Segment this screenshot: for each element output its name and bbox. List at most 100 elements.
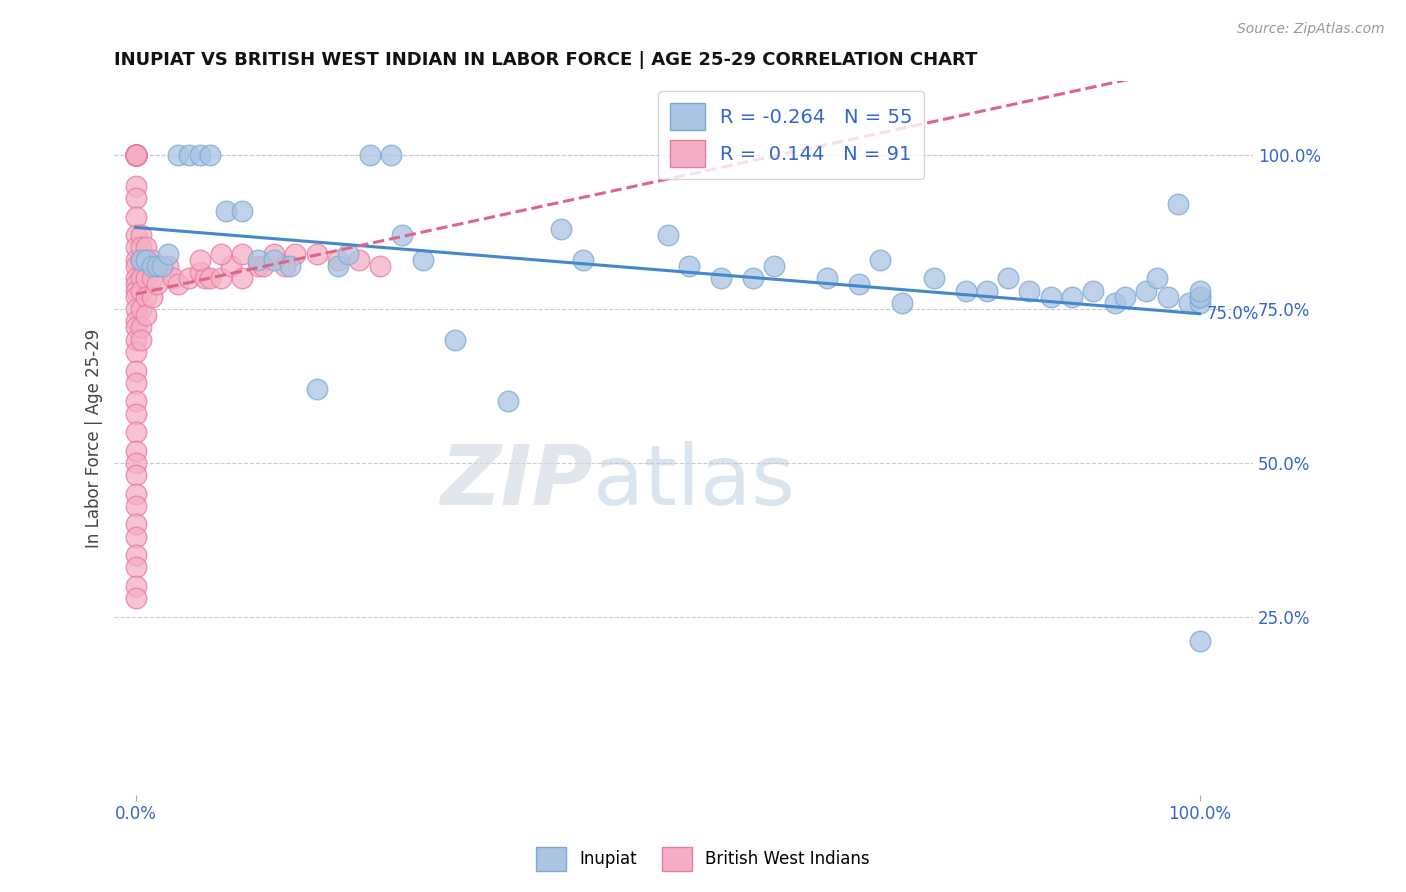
Point xyxy=(231,271,253,285)
Point xyxy=(231,203,253,218)
Point xyxy=(135,240,157,254)
Point xyxy=(125,240,148,254)
Point xyxy=(890,296,912,310)
Point xyxy=(129,284,152,298)
Point xyxy=(135,252,157,267)
Point xyxy=(125,148,148,162)
Point xyxy=(146,259,169,273)
Point xyxy=(135,271,157,285)
Point xyxy=(247,259,270,273)
Point xyxy=(273,259,295,273)
Point xyxy=(177,148,200,162)
Point xyxy=(129,228,152,243)
Point xyxy=(125,148,148,162)
Point xyxy=(848,277,870,292)
Point xyxy=(741,271,763,285)
Point xyxy=(125,148,148,162)
Point xyxy=(125,148,148,162)
Point xyxy=(194,271,217,285)
Point xyxy=(337,246,360,260)
Point xyxy=(815,271,838,285)
Point xyxy=(247,252,270,267)
Point xyxy=(125,148,148,162)
Point xyxy=(141,252,163,267)
Point xyxy=(209,271,232,285)
Point xyxy=(1018,284,1040,298)
Point xyxy=(1188,296,1211,310)
Point xyxy=(141,259,163,273)
Point xyxy=(156,259,179,273)
Point xyxy=(326,259,349,273)
Point xyxy=(125,345,148,359)
Point xyxy=(1104,296,1126,310)
Point xyxy=(380,148,402,162)
Point xyxy=(188,265,211,279)
Point xyxy=(125,530,148,544)
Point xyxy=(125,178,148,193)
Text: atlas: atlas xyxy=(592,441,794,522)
Point xyxy=(252,259,274,273)
Point xyxy=(221,259,243,273)
Point xyxy=(125,210,148,224)
Point xyxy=(125,191,148,205)
Point xyxy=(1083,284,1105,298)
Point xyxy=(125,517,148,532)
Point xyxy=(305,246,328,260)
Point xyxy=(125,394,148,409)
Point xyxy=(125,591,148,606)
Point xyxy=(125,425,148,439)
Point xyxy=(263,246,285,260)
Point xyxy=(125,148,148,162)
Legend: Inupiat, British West Indians: Inupiat, British West Indians xyxy=(527,839,879,880)
Point xyxy=(550,222,572,236)
Text: INUPIAT VS BRITISH WEST INDIAN IN LABOR FORCE | AGE 25-29 CORRELATION CHART: INUPIAT VS BRITISH WEST INDIAN IN LABOR … xyxy=(114,51,977,69)
Point xyxy=(1188,290,1211,304)
Point xyxy=(1039,290,1062,304)
Point xyxy=(1167,197,1189,211)
Point xyxy=(162,271,184,285)
Point xyxy=(231,246,253,260)
Point xyxy=(305,382,328,396)
Point xyxy=(167,277,190,292)
Point xyxy=(129,271,152,285)
Point xyxy=(198,148,221,162)
Point xyxy=(129,301,152,316)
Point xyxy=(125,579,148,593)
Point xyxy=(129,252,152,267)
Point xyxy=(263,252,285,267)
Y-axis label: In Labor Force | Age 25-29: In Labor Force | Age 25-29 xyxy=(86,328,103,548)
Point xyxy=(444,333,467,347)
Point xyxy=(997,271,1019,285)
Point xyxy=(359,148,381,162)
Point xyxy=(125,271,148,285)
Point xyxy=(710,271,733,285)
Point xyxy=(125,277,148,292)
Point xyxy=(125,560,148,574)
Point xyxy=(188,252,211,267)
Point xyxy=(869,252,891,267)
Point xyxy=(955,284,977,298)
Point xyxy=(412,252,434,267)
Point xyxy=(135,290,157,304)
Point xyxy=(125,301,148,316)
Point xyxy=(125,148,148,162)
Point xyxy=(125,148,148,162)
Point xyxy=(125,148,148,162)
Point xyxy=(125,252,148,267)
Point xyxy=(657,228,679,243)
Point xyxy=(1188,634,1211,648)
Point xyxy=(125,148,148,162)
Point xyxy=(1146,271,1168,285)
Point xyxy=(135,308,157,322)
Point xyxy=(125,148,148,162)
Point xyxy=(129,240,152,254)
Point xyxy=(125,148,148,162)
Point xyxy=(125,148,148,162)
Point xyxy=(125,284,148,298)
Point xyxy=(125,148,148,162)
Point xyxy=(1114,290,1136,304)
Point xyxy=(125,376,148,390)
Point xyxy=(678,259,700,273)
Point xyxy=(125,363,148,377)
Point xyxy=(125,259,148,273)
